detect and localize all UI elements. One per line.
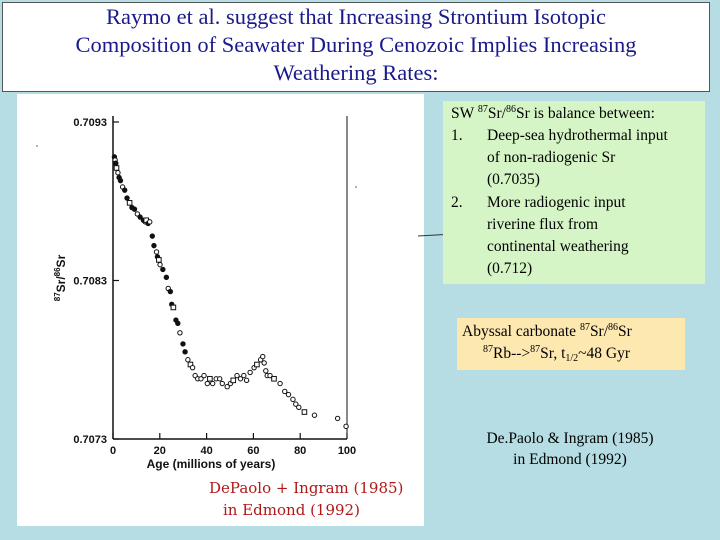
item-2-number: 2. [451, 194, 463, 211]
x-tick-label: 60 [247, 445, 259, 457]
data-point [219, 380, 225, 387]
data-point [261, 360, 267, 366]
item-2-line-3: continental weathering [487, 238, 629, 255]
item-1-line-3: (0.7035) [487, 171, 540, 188]
data-point [201, 372, 207, 379]
sr-isotope-chart: 0 20 40 60 80 100 0.7093 0.7083 0.7073 Age (mill… [36, 116, 403, 519]
data-point [170, 304, 177, 311]
data-point [334, 415, 341, 422]
data-point [271, 375, 277, 382]
data-point [237, 376, 244, 382]
x-tick-label: 100 [338, 445, 356, 457]
data-point [198, 376, 204, 382]
item-2-line-4: (0.712) [487, 260, 533, 277]
data-point [301, 409, 308, 415]
data-point [311, 412, 318, 418]
scan-speck [36, 145, 38, 147]
data-point [343, 423, 349, 430]
data-point [163, 274, 170, 281]
data-point [247, 369, 253, 376]
data-point [241, 372, 247, 379]
data-point [263, 368, 269, 374]
data-point [189, 364, 196, 371]
data-point [113, 165, 120, 171]
title-line-3: Weathering Rates: [273, 60, 439, 85]
data-point [156, 257, 162, 263]
data-point [115, 170, 121, 176]
data-point [243, 377, 250, 384]
y-axis-label: 87Sr/86Sr [53, 254, 68, 301]
data-point [277, 380, 283, 387]
y-tick-label: 0.7073 [73, 434, 107, 446]
data-point [254, 361, 260, 368]
carbonate-line-2: 87Rb-->87Sr, t1/2~48 Gyr [483, 344, 631, 364]
item-1-line-1: Deep-sea hydrothermal input [487, 127, 668, 144]
title-line-1: Raymo et al. suggest that Increasing Str… [106, 4, 606, 29]
item-2-line-1: More radiogenic input [487, 194, 626, 211]
data-point [293, 401, 299, 407]
y-label-sup86: 86 [53, 267, 62, 276]
data-point [147, 219, 153, 225]
balance-header: SW 87Sr/86Sr is balance between: [451, 104, 655, 123]
data-point [177, 330, 183, 336]
data-point [167, 288, 174, 295]
data-point [131, 206, 138, 212]
handwritten-citation-line-1: DePaolo + Ingram (1985) [209, 479, 403, 497]
y-label-sr: Sr/ [54, 276, 68, 293]
title-line-2: Composition of Seawater During Cenozoic … [75, 32, 637, 57]
carbonate-line-1: Abyssal carbonate 87Sr/86Sr [462, 322, 632, 341]
x-axis-label: Age (millions of years) [147, 457, 276, 471]
data-point [126, 200, 133, 206]
data-point [137, 214, 143, 220]
data-point [290, 396, 296, 403]
data-point [113, 160, 119, 166]
data-point [157, 261, 163, 268]
sr-balance-box: SW 87Sr/86Sr is balance between: 1. Deep… [443, 101, 705, 284]
data-point [234, 372, 240, 379]
strontium-isotope-figure: 0 20 40 60 80 100 0.7093 0.7083 0.7073 Age (mill… [17, 94, 424, 526]
data-point [180, 341, 186, 347]
data-point [282, 388, 288, 395]
y-tick-label: 0.7083 [73, 276, 107, 288]
data-point [153, 249, 160, 255]
scan-speck [355, 186, 357, 188]
y-label-sr2: Sr [54, 254, 68, 267]
data-point [204, 380, 211, 387]
data-point [267, 372, 273, 379]
x-tick-label: 20 [154, 445, 166, 457]
data-point [230, 377, 237, 384]
x-tick-label: 0 [110, 445, 116, 457]
abyssal-carbonate-box: Abyssal carbonate 87Sr/86Sr 87Rb-->87Sr,… [457, 318, 685, 370]
item-1-line-2: of non-radiogenic Sr [487, 149, 616, 166]
reference-citation: De.Paolo & Ingram (1985) in Edmond (1992… [440, 428, 700, 470]
data-point [285, 391, 292, 398]
data-point [122, 187, 128, 193]
x-tick-label: 40 [200, 445, 212, 457]
data-point [149, 233, 156, 239]
data-point [160, 266, 166, 273]
item-2-line-2: riverine flux from [487, 216, 599, 233]
data-point [296, 404, 302, 410]
data-point [217, 376, 223, 382]
reference-line-2: in Edmond (1992) [513, 451, 627, 468]
data-point [207, 375, 213, 382]
slide-title: Raymo et al. suggest that Increasing Str… [2, 2, 710, 92]
x-tick-label: 80 [294, 445, 306, 457]
data-point [260, 353, 266, 360]
data-point [117, 177, 124, 184]
item-1-number: 1. [451, 127, 463, 144]
data-point [185, 357, 191, 363]
data-point [175, 320, 181, 326]
data-point [182, 349, 188, 355]
data-point [224, 383, 230, 390]
data-point [209, 380, 216, 387]
handwritten-citation-line-2: in Edmond (1992) [223, 501, 360, 519]
data-point [151, 242, 157, 249]
y-label-sup87: 87 [53, 292, 62, 301]
data-point [124, 195, 130, 201]
y-tick-label: 0.7093 [73, 117, 107, 129]
reference-line-1: De.Paolo & Ingram (1985) [486, 430, 654, 447]
